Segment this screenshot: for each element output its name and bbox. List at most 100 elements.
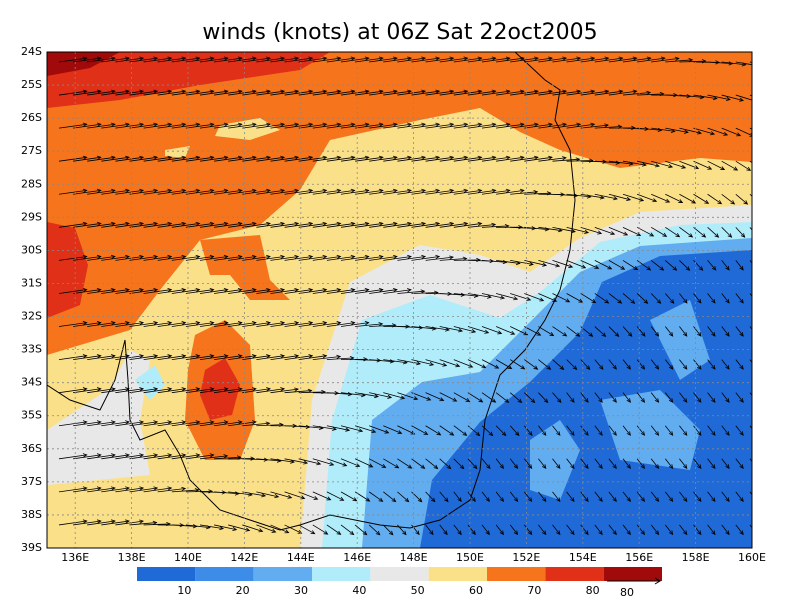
wind-arrow-head <box>82 56 88 61</box>
wind-arrow-head <box>313 495 319 500</box>
wind-arrow <box>101 289 130 294</box>
wind-arrow <box>101 223 130 228</box>
wind-arrow <box>185 355 214 360</box>
wind-arrow-head <box>570 398 575 403</box>
wind-arrow-head <box>598 398 603 403</box>
wind-arrow <box>608 491 617 502</box>
wind-arrow-head <box>308 122 314 127</box>
wind-arrow <box>73 57 101 63</box>
wind-arrow <box>214 189 242 195</box>
wind-arrow-head <box>167 188 173 193</box>
wind-arrow <box>622 491 631 502</box>
wind-arrow <box>538 524 547 535</box>
wind-arrow <box>58 189 87 195</box>
wind-arrow-head <box>598 497 603 503</box>
wind-arrow <box>383 57 412 63</box>
wind-arrow <box>270 57 299 63</box>
wind-arrow-head <box>251 287 257 293</box>
wind-arrow <box>608 458 617 469</box>
wind-arrow <box>664 425 674 436</box>
wind-arrow <box>73 421 101 427</box>
wind-arrow-head <box>336 287 342 293</box>
wind-arrow-head <box>153 420 159 425</box>
wind-arrow-head <box>125 287 130 293</box>
wind-arrow <box>383 425 402 434</box>
wind-arrow <box>552 226 576 233</box>
wind-arrow <box>538 359 551 370</box>
wind-arrow-head <box>195 122 201 127</box>
wind-arrow <box>242 189 271 195</box>
wind-arrow <box>340 458 360 467</box>
wind-arrow-head <box>381 463 387 468</box>
wind-arrow-head <box>237 155 243 160</box>
wind-arrow <box>721 524 730 535</box>
wind-arrow <box>256 156 285 162</box>
wind-arrow <box>312 524 328 535</box>
wind-arrow-head <box>584 464 589 469</box>
wind-arrow <box>312 322 341 327</box>
wind-arrow-head <box>82 420 88 425</box>
wind-arrow-head <box>590 122 596 127</box>
wind-arrow <box>425 90 454 96</box>
wind-arrow-head <box>668 497 674 503</box>
wind-arrow-head <box>618 89 624 94</box>
wind-arrow <box>622 458 631 469</box>
wind-arrow <box>171 57 200 63</box>
wind-arrow <box>636 260 651 271</box>
wind-arrow <box>101 355 130 360</box>
wind-arrow-head <box>347 392 353 397</box>
wind-arrow-head <box>167 155 173 160</box>
wind-arrow <box>115 256 144 261</box>
wind-arrow-head <box>364 122 370 127</box>
wind-arrow-head <box>223 387 229 392</box>
wind-arrow <box>749 524 752 529</box>
wind-arrow-head <box>513 530 519 536</box>
wind-arrow-head <box>762 133 766 136</box>
wind-arrow <box>411 90 440 96</box>
wind-arrow-head <box>491 155 497 160</box>
wind-arrow-head <box>223 454 229 459</box>
wind-arrow-head <box>307 388 313 393</box>
wind-arrow <box>467 123 496 129</box>
wind-arrow-head <box>711 431 716 436</box>
wind-arrow <box>636 524 645 535</box>
wind-arrow-head <box>397 430 403 435</box>
wind-arrow-head <box>463 122 469 127</box>
wind-arrow-head <box>237 221 243 226</box>
wind-arrow-head <box>711 530 716 536</box>
wind-arrow-head <box>364 221 370 226</box>
wind-arrow-head <box>604 89 610 94</box>
wind-arrow <box>439 223 468 228</box>
wind-arrow-head <box>96 287 102 293</box>
wind-arrow-head <box>266 321 271 326</box>
wind-arrow-head <box>266 254 271 260</box>
wind-arrow <box>185 156 214 162</box>
wind-arrow <box>509 458 518 469</box>
wind-arrow-head <box>387 394 393 399</box>
wind-arrow-head <box>407 89 412 94</box>
wind-arrow <box>411 292 438 294</box>
wind-arrow <box>73 520 101 526</box>
wind-arrow <box>481 123 510 129</box>
wind-arrow-head <box>308 221 314 226</box>
wind-arrow <box>637 127 662 131</box>
lat-label: 31S <box>21 276 42 289</box>
colorbar-label: 60 <box>469 584 483 597</box>
wind-arrow-head <box>125 519 130 524</box>
wind-arrow-head <box>336 56 342 61</box>
wind-arrow-head <box>754 464 758 468</box>
wind-arrow <box>185 289 214 294</box>
wind-arrow-head <box>570 530 575 536</box>
wind-arrow <box>157 57 186 63</box>
wind-arrow-head <box>251 420 257 425</box>
wind-arrow <box>495 524 504 535</box>
wind-arrow <box>650 524 659 535</box>
wind-arrow <box>608 57 637 63</box>
wind-arrow-head <box>167 254 173 260</box>
wind-arrow <box>580 226 602 234</box>
wind-arrow <box>58 421 87 427</box>
wind-arrow <box>199 421 228 427</box>
wind-arrow <box>664 293 675 304</box>
wind-arrow <box>129 223 158 228</box>
wind-arrow-head <box>683 365 688 370</box>
